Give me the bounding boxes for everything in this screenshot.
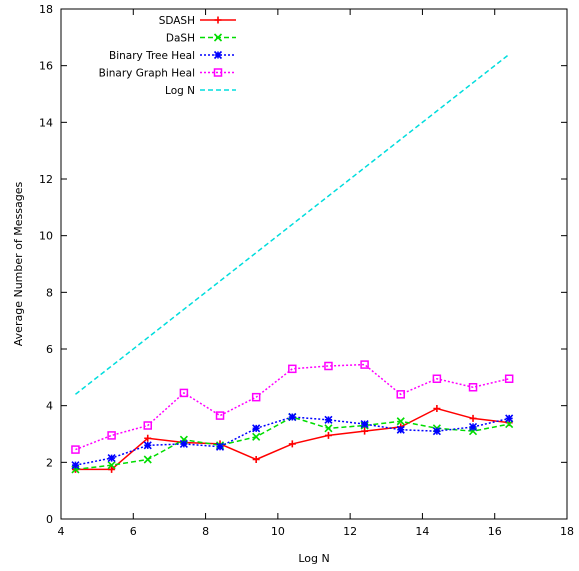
- y-tick-label: 16: [39, 60, 53, 73]
- axis-ticks: 4 6 8 10 12 14 16 18 0 2 4 6 8 10 12 14 16 18: [39, 3, 574, 538]
- data-point: [108, 465, 116, 473]
- data-point: [288, 364, 297, 374]
- plot-series: [71, 53, 514, 474]
- data-point: [505, 414, 514, 423]
- data-point: [71, 461, 80, 470]
- data-point: [143, 421, 152, 430]
- legend-label: Log N: [165, 85, 195, 97]
- x-tick-label: 4: [58, 525, 65, 538]
- plot-frame: [60, 8, 568, 520]
- data-point: [396, 425, 405, 434]
- data-point: [144, 434, 152, 442]
- x-axis-title: Log N: [298, 552, 329, 565]
- data-point: [288, 412, 297, 422]
- data-point: [215, 442, 225, 451]
- data-point: [215, 411, 225, 420]
- data-point: [324, 361, 333, 371]
- y-tick-label: 8: [46, 286, 53, 299]
- y-tick-label: 4: [46, 400, 53, 413]
- series-line: [75, 363, 510, 451]
- data-point: [179, 388, 189, 398]
- legend-item: DaSH: [166, 33, 236, 45]
- data-point: [143, 455, 152, 464]
- x-tick-label: 16: [488, 525, 502, 538]
- data-point: [396, 417, 405, 426]
- data-point: [432, 427, 441, 436]
- y-tick-label: 2: [46, 456, 53, 469]
- data-point: [360, 360, 369, 369]
- x-tick-label: 10: [271, 525, 285, 538]
- data-point: [252, 432, 261, 441]
- legend-item: Binary Tree Heal: [109, 50, 236, 62]
- data-point: [251, 392, 261, 402]
- data-point: [213, 33, 223, 42]
- data-point: [143, 441, 152, 450]
- x-tick-label: 12: [343, 525, 357, 538]
- x-tick-label: 14: [415, 525, 429, 538]
- legend-label: DaSH: [166, 33, 195, 45]
- data-point: [252, 424, 261, 433]
- data-point: [396, 390, 405, 399]
- data-point: [179, 439, 188, 448]
- data-point: [213, 68, 223, 77]
- data-point: [324, 431, 332, 439]
- legend-label: Binary Graph Heal: [99, 68, 195, 80]
- y-tick-label: 18: [39, 3, 53, 16]
- data-point: [324, 415, 333, 424]
- y-tick-label: 10: [39, 230, 53, 243]
- data-point: [361, 427, 369, 435]
- series-4: [74, 53, 510, 395]
- data-point: [324, 424, 333, 433]
- legend-item: Log N: [165, 85, 236, 97]
- data-point: [107, 461, 116, 470]
- series-2: [71, 412, 514, 470]
- y-tick-label: 6: [46, 343, 53, 356]
- data-point: [107, 454, 116, 463]
- legend-item: SDASH: [159, 15, 236, 27]
- x-tick-label: 6: [130, 525, 137, 538]
- data-point: [214, 16, 222, 24]
- data-point: [504, 374, 514, 383]
- y-tick-label: 12: [39, 173, 53, 186]
- legend-item: Binary Graph Heal: [99, 68, 236, 80]
- data-point: [288, 440, 296, 448]
- x-tick-label: 18: [560, 525, 574, 538]
- legend-label: Binary Tree Heal: [109, 50, 195, 62]
- data-point: [433, 405, 441, 412]
- legend-label: SDASH: [159, 15, 195, 27]
- y-tick-label: 14: [39, 116, 53, 129]
- legend: SDASH DaSH Binary Tree Heal Binary Graph He…: [99, 15, 236, 97]
- data-point: [213, 50, 223, 60]
- data-point: [107, 431, 116, 440]
- data-point: [469, 414, 477, 422]
- y-tick-label: 0: [46, 513, 53, 526]
- data-point: [468, 422, 478, 431]
- x-tick-label: 8: [202, 525, 209, 538]
- data-point: [71, 445, 80, 454]
- data-point: [432, 374, 442, 383]
- data-point: [252, 456, 260, 463]
- y-axis-title: Average Number of Messages: [12, 182, 25, 347]
- data-point: [468, 383, 478, 392]
- data-point: [360, 420, 369, 429]
- series-line: [74, 53, 510, 395]
- series-3: [71, 360, 514, 454]
